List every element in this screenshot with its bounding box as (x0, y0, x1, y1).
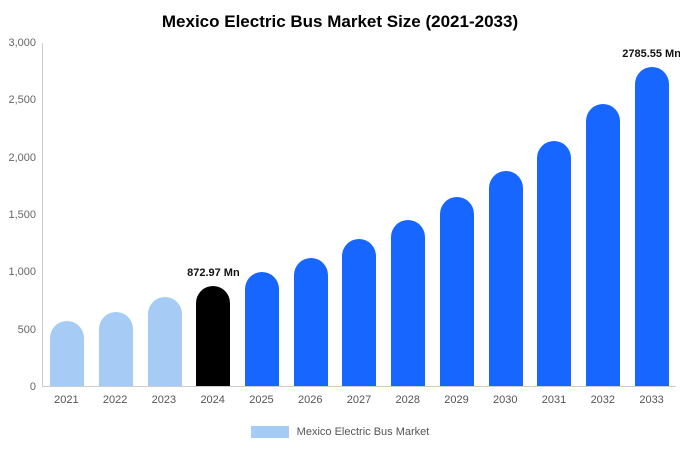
x-tick-label-2027: 2027 (346, 394, 372, 406)
bar-column-2027 (335, 43, 384, 386)
bar-column-2028 (384, 43, 433, 386)
bar-column-2021 (43, 43, 92, 386)
x-tick-label-2021: 2021 (54, 394, 79, 406)
data-label-2033: 2785.55 Mn (622, 48, 680, 60)
bar-2025 (245, 272, 280, 386)
y-tick-label: 0 (29, 380, 36, 393)
bar-column-2033: 2785.55 Mn (622, 43, 680, 386)
x-axis: 2021 2022 2023 2024 2025 2026 2027 2028 2029 2030… (42, 394, 676, 406)
bar-column-2025 (238, 43, 287, 386)
bar-column-2023 (140, 43, 189, 386)
bar-2024 (196, 286, 231, 386)
x-tick-label-2022: 2022 (102, 394, 128, 406)
bar-2030 (488, 171, 523, 386)
y-tick-label: 1,500 (8, 208, 36, 221)
bar-2023 (147, 297, 182, 386)
x-tick-label-2025: 2025 (249, 394, 274, 406)
chart-title: Mexico Electric Bus Market Size (2021-20… (161, 12, 519, 31)
y-tick-label: 3,000 (8, 37, 36, 49)
x-tick-label-2031: 2031 (541, 394, 567, 406)
bar-column-2029 (433, 43, 482, 386)
x-tick-label-2033: 2033 (639, 394, 664, 406)
legend-label: Mexico Electric Bus Market (296, 426, 430, 438)
bar-2032 (585, 104, 620, 386)
bar-2021 (50, 321, 85, 386)
y-tick-label: 1,000 (8, 266, 36, 279)
bar-2029 (439, 197, 474, 386)
bar-column-2026 (286, 43, 335, 386)
y-tick-label: 2,000 (8, 151, 36, 164)
bar-column-2030 (481, 43, 530, 386)
x-tick-label-2029: 2029 (444, 394, 469, 406)
legend: Mexico Electric Bus Market (0, 426, 680, 438)
data-label-2024: 872.97 Mn (187, 267, 240, 279)
bar-2022 (99, 312, 134, 386)
x-tick-label-2032: 2032 (590, 394, 616, 406)
bar-2028 (391, 220, 426, 386)
bar-column-2031 (530, 43, 579, 386)
y-tick-label: 500 (17, 323, 36, 336)
x-tick-label-2023: 2023 (151, 394, 177, 406)
x-tick-label-2026: 2026 (297, 394, 323, 406)
x-tick-label-2028: 2028 (395, 394, 420, 406)
bar-2031 (537, 141, 572, 386)
y-axis: 3,000 2,500 2,000 1,500 1,000 500 0 (0, 36, 36, 394)
bar-column-2024: 872.97 Mn (187, 43, 240, 386)
x-tick-label-2030: 2030 (493, 394, 518, 406)
legend-swatch (250, 426, 289, 438)
plot-area: 872.97 Mn 2785.55 Mn (42, 43, 680, 387)
bar-column-2022 (92, 43, 141, 386)
y-tick-label: 2,500 (8, 94, 36, 107)
x-tick-label-2024: 2024 (200, 394, 225, 406)
bar-column-2032 (579, 43, 628, 386)
bar-2026 (293, 258, 328, 386)
bar-2033 (634, 67, 669, 386)
bar-2027 (342, 239, 377, 386)
